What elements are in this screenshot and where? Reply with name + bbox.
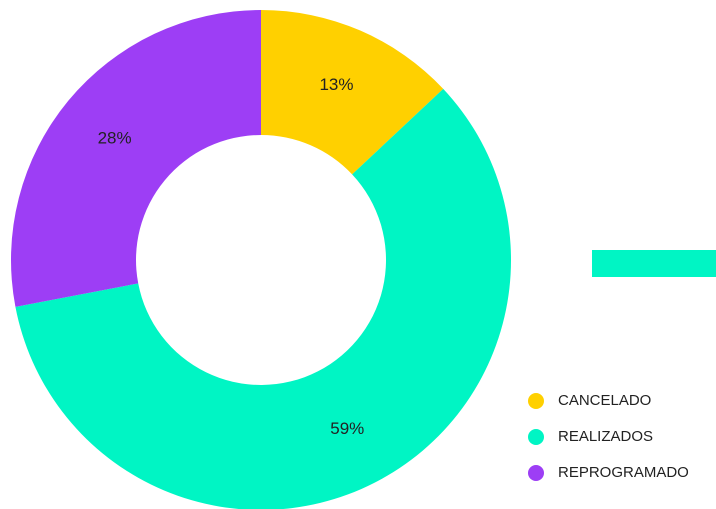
donut-slice: [15, 88, 511, 509]
legend-label: REALIZADOS: [558, 428, 653, 445]
data-label: 59%: [330, 419, 364, 438]
data-label: 28%: [98, 128, 132, 147]
legend-swatch: [528, 429, 544, 445]
legend-label: CANCELADO: [558, 392, 651, 409]
legend: CANCELADO REALIZADOS REPROGRAMADO: [528, 392, 689, 481]
legend-swatch: [528, 393, 544, 409]
decor-bar: [592, 250, 716, 277]
donut-slice: [261, 10, 444, 175]
data-label: 13%: [319, 75, 353, 94]
legend-swatch: [528, 465, 544, 481]
legend-label: REPROGRAMADO: [558, 464, 689, 481]
donut-slice: [10, 10, 262, 307]
